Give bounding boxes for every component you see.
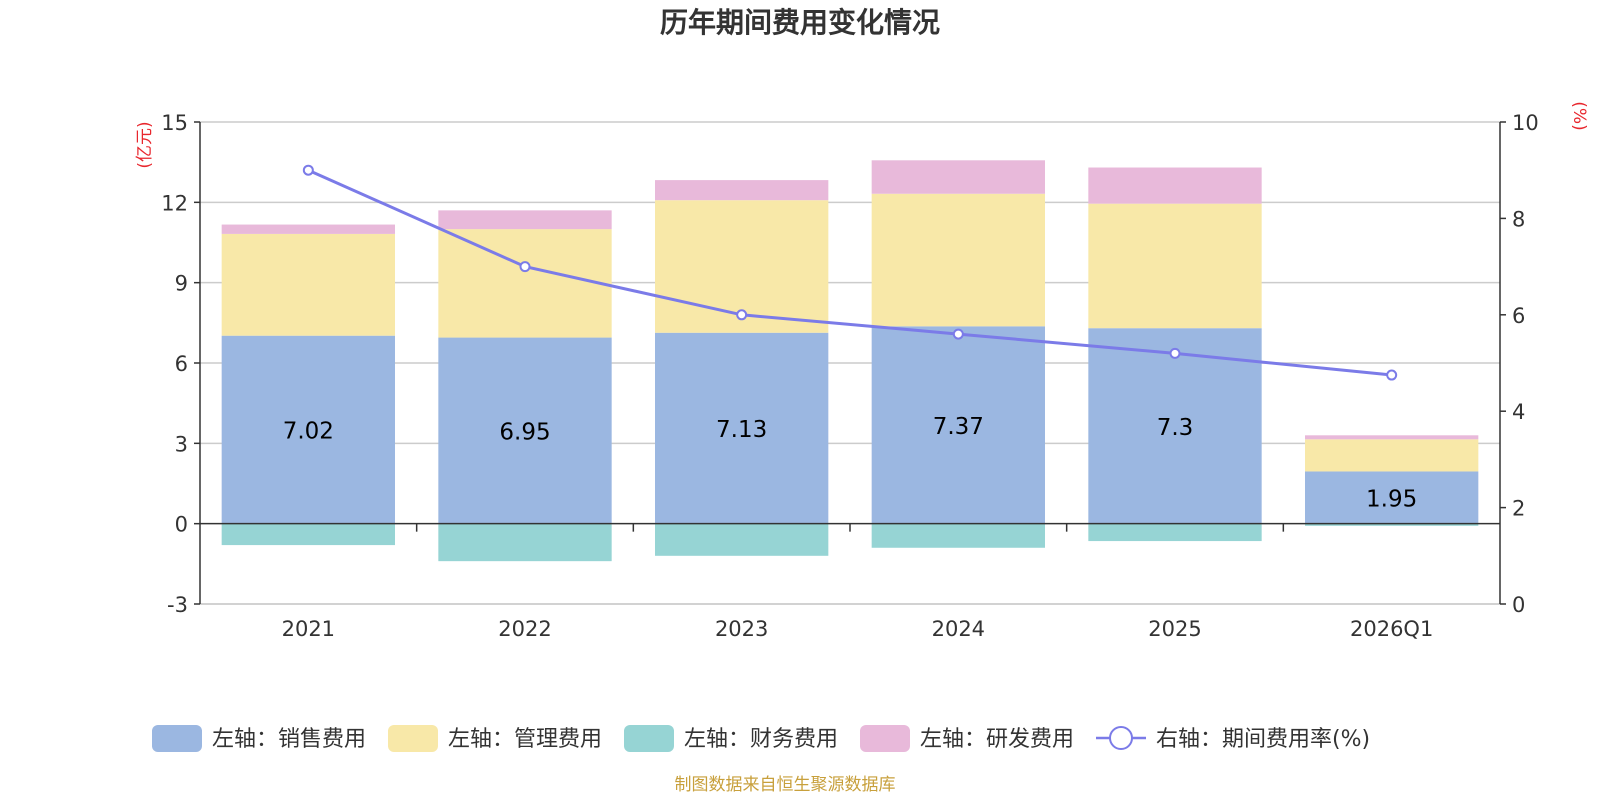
bar-2024: [871, 160, 1045, 194]
bar-2026Q1: [1305, 435, 1479, 440]
rate-point-2026Q1: [1386, 369, 1398, 381]
bar-label-2023: 7.13: [716, 417, 767, 443]
x-tick-label-2024: 2024: [932, 617, 985, 641]
rate-point-2023: [736, 309, 748, 321]
bar-2025: [1088, 203, 1262, 329]
right-tick-label: 6: [1512, 304, 1525, 328]
legend-label: 左轴：销售费用: [212, 727, 366, 752]
legend-swatch: [624, 725, 675, 752]
rate-line-series: [302, 164, 1398, 381]
right-tick-label: 8: [1512, 207, 1525, 231]
right-tick-label: 10: [1512, 111, 1539, 135]
legend-item: 左轴：销售费用: [152, 725, 366, 752]
legend-swatch: [860, 725, 911, 752]
bar-2021: [221, 233, 395, 336]
bar-2022: [438, 523, 612, 562]
bar-data-labels: 7.02 6.95 7.13 7.37 7.3 1.95: [283, 414, 1418, 513]
left-tick-label: 6: [175, 352, 188, 376]
left-tick-label: 15: [161, 111, 188, 135]
legend-label: 左轴：财务费用: [684, 727, 838, 752]
right-axis-unit: (%): [1569, 101, 1589, 130]
chart-title: 历年期间费用变化情况: [660, 6, 940, 39]
grid-lines: [200, 121, 1500, 605]
bar-label-2022: 6.95: [499, 420, 550, 446]
bar-label-2024: 7.37: [933, 414, 984, 440]
bar-2021: [221, 523, 395, 546]
right-tick-label: 0: [1512, 593, 1525, 617]
legend-label: 左轴：管理费用: [448, 727, 602, 752]
bar-2023: [655, 332, 829, 524]
rate-point-2022: [519, 261, 531, 273]
rate-point-2021: [302, 164, 314, 176]
right-tick-label: 2: [1512, 497, 1525, 521]
bar-2023: [655, 523, 829, 556]
bar-2021: [221, 224, 395, 234]
bar-2024: [871, 523, 1045, 548]
bar-2023: [655, 180, 829, 201]
bar-2026Q1: [1305, 523, 1479, 526]
x-tick-label-2026Q1: 2026Q1: [1350, 617, 1433, 641]
source-note: 制图数据来自恒生聚源数据库: [675, 775, 896, 795]
rate-point-2024: [952, 328, 964, 340]
bar-2025: [1088, 523, 1262, 542]
left-tick-label: 12: [161, 191, 188, 215]
left-tick-label: 3: [175, 432, 188, 456]
legend-circle-symbol: [1109, 726, 1134, 750]
legend-label: 右轴：期间费用率(%): [1156, 727, 1370, 752]
rate-point-2025: [1169, 347, 1181, 359]
bar-2026Q1: [1305, 471, 1479, 524]
legend-item: 左轴：研发费用: [860, 725, 1074, 752]
bar-2021: [221, 335, 395, 524]
rate-line: [307, 168, 1392, 377]
bar-2022: [438, 229, 612, 338]
axes: -3 0 3 6 9 12 15 0 2 4 6 8 10 2021 2022 2023 2024 2025 202…: [161, 111, 1538, 641]
bar-2026Q1: [1305, 439, 1479, 472]
left-tick-label: 0: [175, 513, 188, 537]
legend: 左轴：销售费用 左轴：管理费用 左轴：财务费用 左轴：研发费用 右轴：期间费用率(%): [152, 725, 1370, 752]
left-tick-label: -3: [167, 593, 188, 617]
legend-label: 左轴：研发费用: [920, 727, 1074, 752]
bar-2024: [871, 326, 1045, 524]
x-tick-label-2025: 2025: [1148, 617, 1201, 641]
left-tick-label: 9: [175, 272, 188, 296]
legend-swatch: [388, 725, 439, 752]
legend-swatch: [152, 725, 202, 752]
x-tick-label-2022: 2022: [498, 617, 551, 641]
bar-label-2021: 7.02: [283, 419, 334, 445]
bar-2025: [1088, 167, 1262, 204]
legend-item: 左轴：管理费用: [388, 725, 602, 752]
bar-2022: [438, 337, 612, 524]
legend-item: 右轴：期间费用率(%): [1096, 726, 1370, 752]
x-tick-label-2023: 2023: [715, 617, 768, 641]
left-axis-unit: (亿元): [135, 121, 155, 168]
legend-item: 左轴：财务费用: [624, 725, 838, 752]
bar-2025: [1088, 328, 1262, 524]
bar-label-2025: 7.3: [1157, 415, 1194, 441]
right-tick-label: 4: [1512, 400, 1525, 424]
bar-label-2026Q1: 1.95: [1366, 487, 1417, 513]
bar-2022: [438, 210, 612, 230]
bar-2024: [871, 193, 1045, 327]
x-tick-label-2021: 2021: [282, 617, 335, 641]
bar-series: [221, 160, 1479, 562]
